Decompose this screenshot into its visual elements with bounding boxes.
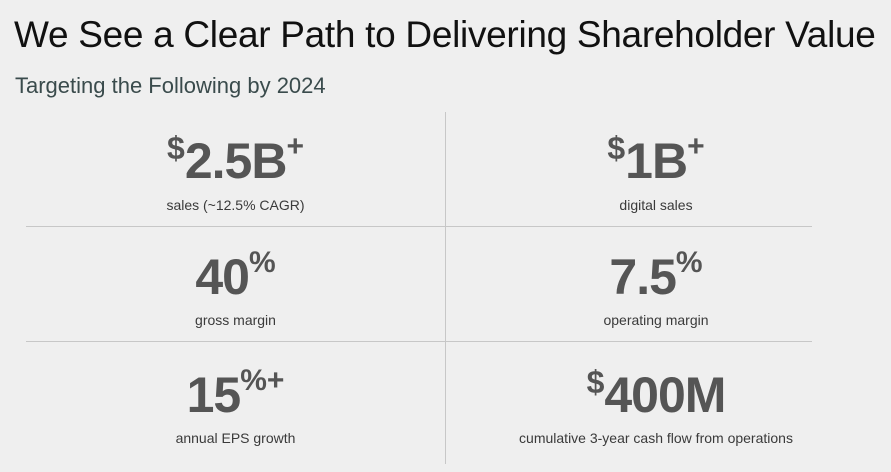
target-label: annual EPS growth: [175, 430, 296, 446]
target-sales: $2.5B+ sales (~12.5% CAGR): [26, 112, 445, 226]
target-label: sales (~12.5% CAGR): [166, 197, 305, 213]
grid-divider-row-1: [26, 226, 812, 227]
metric-suffix: %: [675, 245, 703, 279]
target-metric: $1B+: [446, 131, 866, 189]
target-label: cumulative 3-year cash flow from operati…: [519, 430, 793, 446]
target-label: digital sales: [619, 197, 693, 213]
slide-subtitle: Targeting the Following by 2024: [15, 73, 326, 98]
metric-value: 2.5B: [184, 133, 288, 189]
target-metric: $2.5B+: [26, 131, 445, 189]
metric-value: 400M: [604, 367, 726, 423]
target-digital-sales: $1B+ digital sales: [446, 112, 866, 226]
metric-value: 7.5: [609, 249, 677, 305]
metric-suffix: +: [687, 129, 705, 163]
target-label: operating margin: [603, 312, 709, 328]
metric-suffix: %: [248, 245, 276, 279]
metric-prefix: $: [167, 129, 185, 166]
metric-suffix: %+: [240, 363, 285, 397]
metric-value: 15: [186, 367, 242, 423]
metric-prefix: $: [586, 363, 605, 400]
slide-title: We See a Clear Path to Delivering Shareh…: [14, 14, 876, 55]
target-metric: 7.5%: [446, 247, 866, 305]
target-cash-flow: $400M cumulative 3-year cash flow from o…: [446, 342, 866, 464]
target-gross-margin: 40% gross margin: [26, 227, 445, 341]
metric-prefix: $: [607, 129, 626, 166]
grid-divider-vertical: [445, 112, 446, 464]
target-metric: 15%+: [26, 365, 445, 423]
metric-value: 40: [195, 249, 250, 305]
metric-suffix: +: [286, 129, 304, 163]
target-operating-margin: 7.5% operating margin: [446, 227, 866, 341]
target-eps-growth: 15%+ annual EPS growth: [26, 342, 445, 464]
target-metric: 40%: [26, 247, 445, 305]
target-metric: $400M: [446, 366, 866, 423]
target-label: gross margin: [195, 312, 276, 328]
grid-divider-row-2: [26, 341, 812, 342]
metric-value: 1B: [625, 133, 688, 189]
